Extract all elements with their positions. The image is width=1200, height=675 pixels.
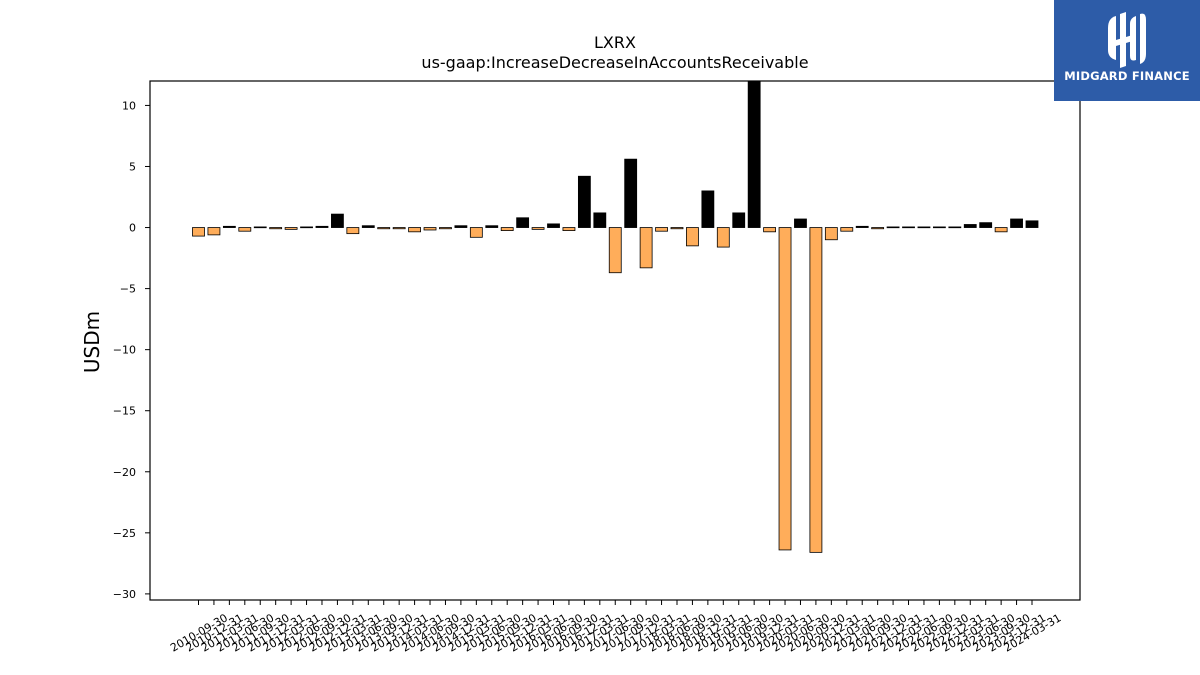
- bar-2010-09-30: [192, 227, 205, 237]
- bar-2013-06-30: [361, 225, 375, 228]
- logo-mark-icon: [1108, 12, 1146, 68]
- bar-2022-03-31: [902, 226, 915, 229]
- bar-2021-03-31: [840, 227, 854, 232]
- bar-2014-03-31: [408, 227, 421, 233]
- y-tick-label: 0: [129, 222, 136, 235]
- bar-2011-12-31: [269, 227, 283, 230]
- bar-2014-12-31: [454, 225, 468, 228]
- bar-2024-03-31: [1025, 220, 1039, 228]
- bar-2013-09-30: [377, 227, 391, 230]
- bar-2012-06-30: [300, 226, 313, 229]
- bar-2019-09-30: [747, 80, 761, 228]
- bar-2022-06-30: [917, 226, 931, 229]
- bar-2021-06-30: [855, 225, 869, 228]
- chart-title: LXRX: [594, 33, 636, 52]
- bar-2015-06-30: [485, 225, 499, 228]
- bar-2014-06-30: [423, 227, 437, 231]
- bar-2013-03-31: [346, 227, 360, 235]
- y-tick-label: −20: [113, 466, 136, 479]
- bar-2011-06-30: [238, 227, 252, 232]
- bar-2010-12-31: [207, 227, 221, 236]
- bar-2014-09-30: [439, 227, 452, 230]
- bar-2023-12-31: [1010, 218, 1023, 228]
- bar-2011-03-31: [222, 225, 236, 228]
- bars-group: [192, 80, 1039, 553]
- bar-2022-12-31: [948, 226, 962, 229]
- bar-2016-03-31: [531, 227, 545, 230]
- bar-2019-06-30: [732, 212, 746, 228]
- y-tick-label: −25: [113, 527, 136, 540]
- bar-2017-03-31: [593, 212, 607, 228]
- y-tick-label: −10: [113, 344, 136, 357]
- bar-2013-12-31: [392, 227, 406, 230]
- y-tick-label: 5: [129, 160, 136, 173]
- bar-2018-09-30: [686, 227, 699, 247]
- bar-2023-06-30: [979, 222, 993, 228]
- brand-logo: MIDGARD FINANCE: [1054, 0, 1200, 101]
- bar-2012-03-31: [284, 227, 298, 230]
- bar-2018-12-31: [701, 190, 715, 228]
- bar-2023-09-30: [994, 227, 1008, 233]
- y-tick-label: −5: [120, 283, 136, 296]
- bar-2015-12-31: [516, 217, 530, 228]
- bar-2015-09-30: [500, 227, 514, 231]
- bar-2011-09-30: [253, 226, 267, 229]
- logo-text: MIDGARD FINANCE: [1064, 69, 1190, 83]
- bar-2012-12-31: [331, 213, 344, 228]
- y-tick-label: −30: [113, 588, 136, 601]
- bar-2020-09-30: [809, 227, 823, 553]
- bar-2020-12-31: [824, 227, 838, 241]
- bar-2018-06-30: [670, 227, 684, 230]
- y-axis: 10 5 0 −5 −10 −15 −20 −25 −30: [113, 99, 150, 601]
- bar-2022-09-30: [932, 226, 946, 229]
- bar-2019-03-31: [716, 227, 730, 248]
- bar-2021-12-31: [886, 226, 900, 229]
- bar-2016-09-30: [562, 227, 576, 231]
- bar-2021-09-30: [871, 227, 885, 230]
- x-axis: 2010-09-302010-12-312011-03-312011-06-30…: [168, 600, 1064, 655]
- bar-2019-12-31: [763, 227, 777, 233]
- bar-2016-06-30: [547, 223, 560, 228]
- y-tick-label: −15: [113, 405, 136, 418]
- bar-2018-03-31: [655, 227, 668, 232]
- y-tick-label: 10: [122, 99, 136, 112]
- bar-2020-03-31: [778, 227, 792, 551]
- plot-frame: [149, 80, 1081, 601]
- bar-2017-12-31: [639, 227, 653, 269]
- bar-2017-06-30: [608, 227, 622, 274]
- y-axis-label: USDm: [80, 311, 104, 373]
- bar-2020-06-30: [794, 218, 807, 228]
- bar-2015-03-31: [469, 227, 483, 238]
- bar-2016-12-31: [577, 175, 591, 228]
- bar-2017-09-30: [624, 158, 638, 228]
- bar-2023-03-31: [963, 224, 977, 228]
- bar-2012-09-30: [315, 225, 329, 228]
- chart-subtitle: us-gaap:IncreaseDecreaseInAccountsReceiv…: [421, 53, 808, 72]
